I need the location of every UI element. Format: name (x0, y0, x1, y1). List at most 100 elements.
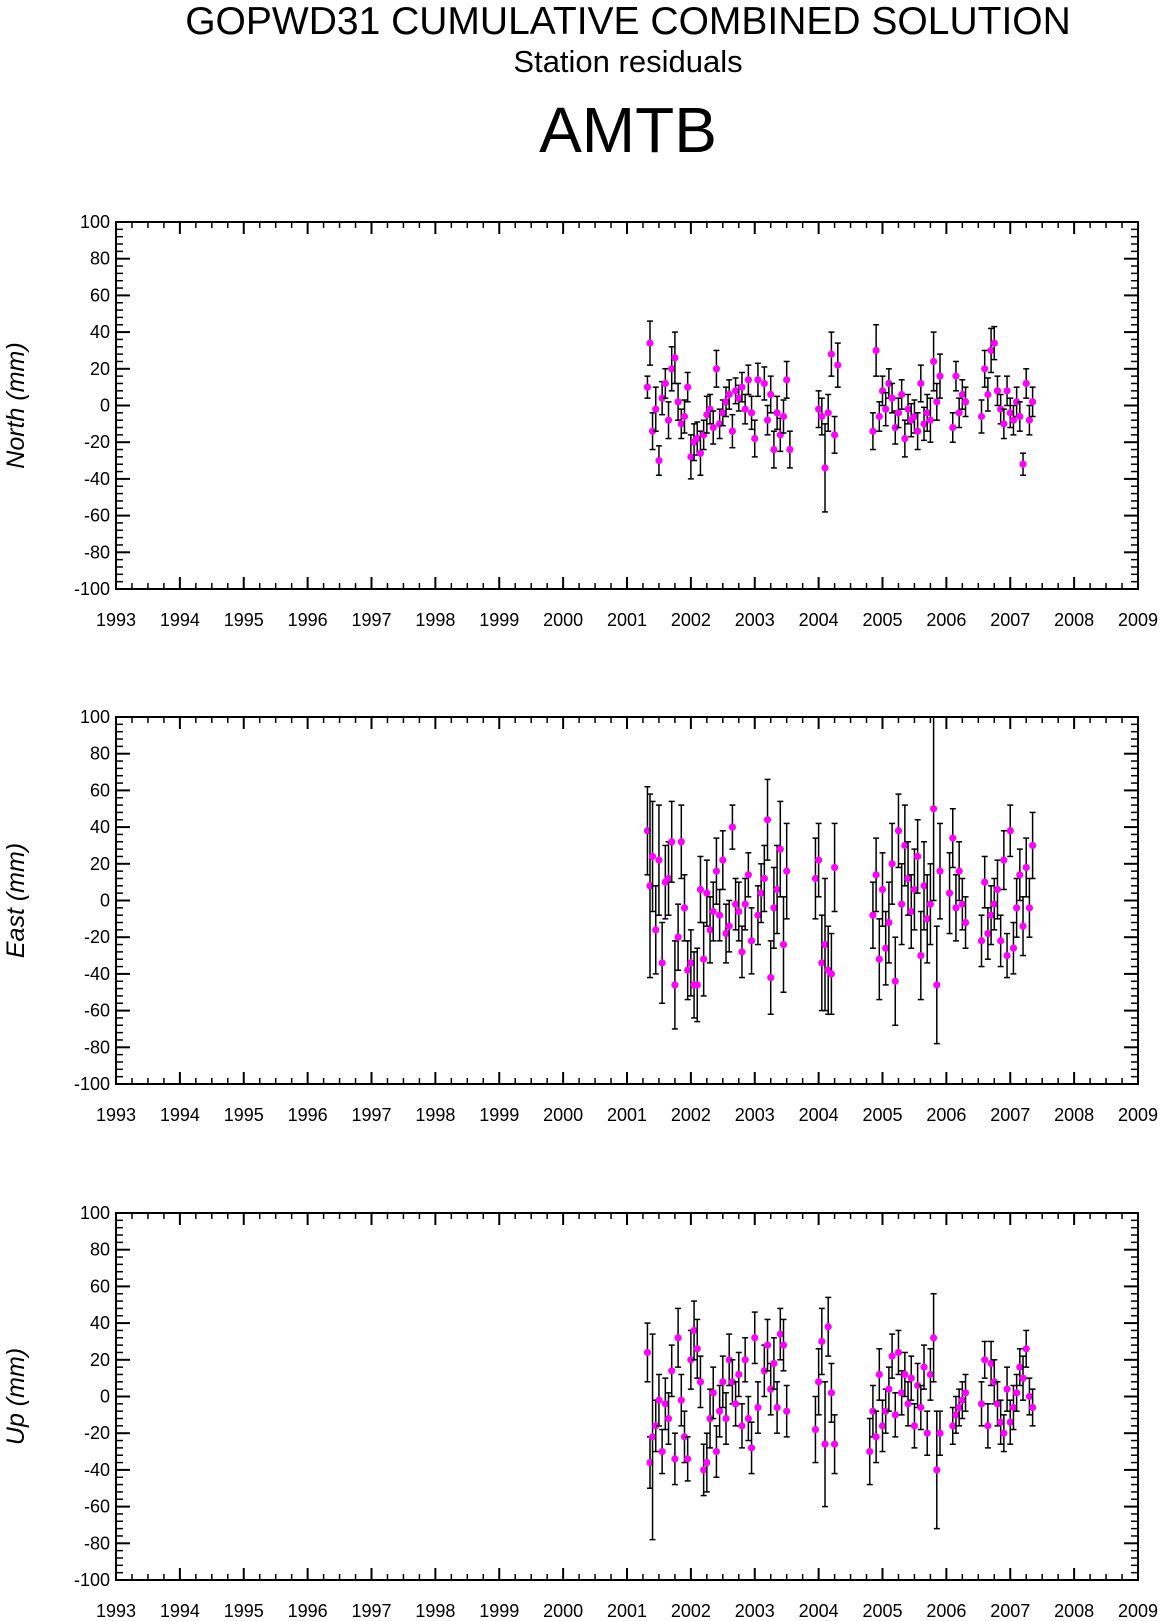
data-point (955, 409, 963, 417)
data-point (920, 420, 928, 428)
data-point (747, 409, 756, 417)
data-point (728, 823, 736, 831)
y-tick-label: 100 (80, 707, 110, 727)
data-point (917, 379, 925, 388)
y-tick-label: 40 (90, 322, 110, 342)
data-point (885, 379, 893, 388)
data-point (658, 394, 666, 402)
data-point (952, 372, 960, 380)
data-point (824, 1323, 832, 1331)
data-point (866, 1447, 874, 1456)
data-point (668, 1367, 676, 1375)
data-point (700, 1466, 708, 1474)
data-point (783, 867, 791, 875)
data-point (958, 390, 966, 399)
data-point (882, 1407, 890, 1415)
x-tick-label: 2001 (607, 1601, 647, 1621)
x-tick-label: 2008 (1054, 610, 1094, 630)
data-point (664, 874, 673, 883)
data-point (751, 1334, 759, 1342)
data-point (744, 376, 752, 384)
data-point (696, 1378, 705, 1386)
data-point (680, 1433, 689, 1441)
data-point (917, 1403, 925, 1412)
data-point (830, 431, 839, 439)
data-point (767, 390, 775, 399)
y-tick-label: 80 (90, 744, 110, 764)
data-point (990, 339, 998, 347)
data-point (1022, 863, 1030, 872)
data-point (926, 416, 935, 424)
x-tick-label: 1993 (96, 610, 136, 630)
data-point (1003, 951, 1011, 960)
data-point (872, 1433, 880, 1441)
data-point (815, 405, 823, 413)
data-point (990, 1378, 998, 1386)
y-tick-label: -80 (84, 1533, 110, 1553)
data-point (1006, 1418, 1014, 1426)
data-point (744, 1414, 752, 1423)
data-point (760, 874, 768, 883)
data-point (728, 1378, 736, 1386)
data-point (731, 387, 740, 395)
data-point (703, 411, 711, 419)
data-point (646, 882, 654, 890)
data-point (652, 1422, 660, 1430)
data-point (894, 827, 903, 835)
data-point (827, 970, 836, 978)
data-point (677, 838, 685, 846)
data-point (1000, 856, 1008, 864)
y-tick-label: 100 (80, 1203, 110, 1223)
data-point (696, 885, 705, 894)
data-point (786, 445, 794, 454)
x-tick-label: 2009 (1118, 1105, 1158, 1125)
chart-panel-east: 1993 1994 1995 1996 1997 1998 1999 2000 2001 2002… (2, 707, 1158, 1125)
y-tick-label: 100 (80, 212, 110, 232)
data-point (1000, 420, 1008, 428)
data-point (936, 372, 944, 380)
data-point (977, 1400, 986, 1408)
x-tick-label: 1995 (224, 610, 264, 630)
data-point (914, 427, 922, 435)
data-point (891, 423, 899, 432)
x-tick-label: 2005 (862, 610, 902, 630)
data-point (930, 1334, 938, 1342)
data-point (760, 379, 768, 388)
y-tick-label: 60 (90, 285, 110, 305)
data-point (648, 1433, 657, 1441)
data-point (888, 860, 896, 868)
data-point (767, 973, 775, 982)
data-point (1003, 1385, 1011, 1393)
data-point (643, 1348, 652, 1357)
data-point (760, 1367, 768, 1375)
data-point (914, 1381, 922, 1390)
x-tick-label: 1996 (288, 1105, 328, 1125)
data-point (735, 1370, 743, 1379)
data-point (779, 412, 788, 421)
data-point (821, 464, 829, 472)
x-tick-label: 1996 (288, 1601, 328, 1621)
data-point (703, 889, 711, 897)
y-tick-label: -20 (84, 927, 110, 947)
data-point (655, 856, 663, 864)
data-point (1025, 904, 1034, 912)
x-tick-label: 2001 (607, 1105, 647, 1125)
data-point (955, 867, 963, 875)
data-point (894, 409, 903, 417)
data-point (1006, 409, 1014, 417)
data-point (914, 852, 922, 861)
data-point (643, 827, 652, 835)
data-point (888, 1352, 896, 1360)
data-point (901, 1370, 909, 1379)
x-tick-label: 1998 (415, 610, 455, 630)
data-point (961, 1389, 970, 1397)
data-point (725, 1356, 733, 1364)
x-tick-label: 1998 (415, 1601, 455, 1621)
chart-subtitle: Station residuals (513, 44, 743, 79)
data-point (696, 449, 705, 457)
data-point (811, 1425, 820, 1434)
data-point (706, 926, 714, 934)
x-tick-label: 1994 (160, 610, 200, 630)
x-tick-label: 2004 (799, 610, 839, 630)
data-point (984, 390, 992, 399)
